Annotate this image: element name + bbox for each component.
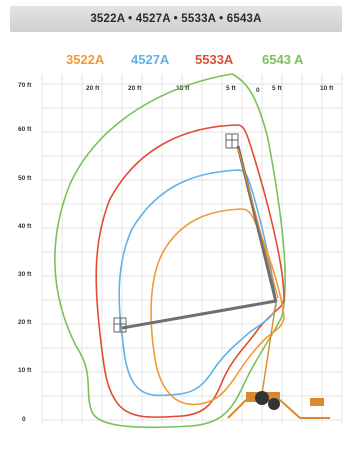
y-tick-label: 10 ft	[18, 367, 32, 374]
y-axis: 70 ft 60 ft 50 ft 40 ft 30 ft 20 ft 10 f…	[18, 82, 32, 423]
x-tick-label: 20 ft	[86, 85, 100, 92]
grid	[41, 74, 343, 423]
boom-arms	[121, 145, 279, 395]
legend-6543a: 6543 A	[262, 52, 304, 67]
y-tick-label: 0	[22, 416, 26, 423]
y-tick-label: 70 ft	[18, 82, 32, 89]
x-tick-label: 10 ft	[320, 85, 334, 92]
legend-5533a: 5533A	[195, 52, 234, 67]
x-center-mark: 0	[256, 87, 260, 94]
y-tick-label: 60 ft	[18, 126, 32, 133]
working-envelope-diagram: 3522A 4527A 5533A 6543 A 70 ft 60 ft 50 …	[18, 52, 343, 429]
machine-base	[227, 391, 330, 419]
y-tick-label: 20 ft	[18, 319, 32, 326]
x-tick-label: 5 ft	[226, 85, 237, 92]
envelope-3522a	[150, 208, 285, 406]
x-tick-label: 15 ft	[176, 85, 190, 92]
x-tick-label: 5 ft	[272, 85, 283, 92]
y-tick-label: 30 ft	[18, 271, 32, 278]
legend-3522a: 3522A	[66, 52, 105, 67]
x-tick-label: 20 ft	[128, 85, 142, 92]
models-title: 3522A • 4527A • 5533A • 6543A	[90, 13, 262, 25]
envelope-4527a	[118, 169, 277, 397]
y-tick-label: 40 ft	[18, 223, 32, 230]
upper-platform	[225, 133, 239, 149]
envelope-5533a	[95, 124, 285, 418]
legend: 3522A 4527A 5533A 6543 A	[66, 52, 304, 67]
envelope-6543a	[54, 73, 286, 429]
title-bar: 3522A • 4527A • 5533A • 6543A	[10, 6, 342, 32]
legend-4527a: 4527A	[131, 52, 170, 67]
x-axis: 20 ft 20 ft 15 ft 5 ft 5 ft 10 ft 0	[86, 85, 334, 94]
lower-platform	[113, 317, 127, 333]
y-tick-label: 50 ft	[18, 175, 32, 182]
